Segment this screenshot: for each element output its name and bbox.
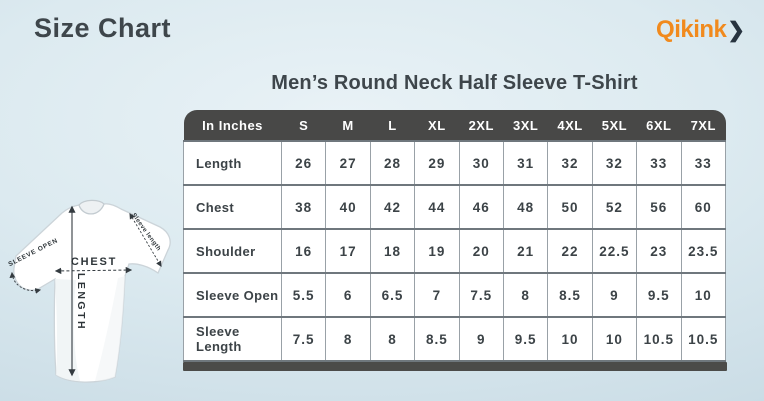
size-header-3xl: 3XL: [503, 110, 548, 141]
table-cell: 28: [369, 140, 416, 186]
chart-title: Men’s Round Neck Half Sleeve T-Shirt: [271, 72, 638, 94]
row-label: Sleeve Open: [183, 272, 282, 318]
table-cell: 22: [547, 228, 593, 274]
table-cell: 16: [280, 228, 327, 274]
table-cell: 60: [680, 184, 727, 230]
tshirt-collar: [78, 199, 105, 215]
table-cell: 27: [325, 140, 371, 186]
table-cell: 10: [680, 272, 727, 318]
size-header-s: S: [281, 110, 326, 141]
table-cell: 9.5: [502, 316, 549, 362]
table-cell: 23: [636, 228, 682, 274]
table-cell: 32: [547, 140, 593, 186]
table-header-row: In Inches S M L XL 2XL 3XL 4XL 5XL 6XL 7…: [183, 110, 726, 141]
table-cell: 32: [591, 140, 638, 186]
tshirt-diagram: LENGTH CHEST SLEEVE OPEN Sleeve length: [2, 180, 188, 399]
size-header-7xl: 7XL: [681, 110, 726, 141]
table-cell: 56: [636, 184, 682, 230]
row-label: Length: [183, 140, 282, 186]
table-cell: 33: [680, 140, 727, 186]
table-cell: 7.5: [458, 272, 504, 318]
table-cell: 33: [636, 140, 682, 186]
size-header-4xl: 4XL: [547, 110, 593, 141]
size-header-l: L: [370, 110, 415, 141]
qikink-logo-text: Qikink: [656, 16, 727, 43]
table-cell: 29: [414, 140, 460, 186]
table-row-sleeve-length: Sleeve Length 7.5 8 8 8.5 9 9.5 10 10 10…: [183, 316, 727, 362]
table-cell: 10: [591, 316, 638, 362]
table-cell: 10.5: [636, 316, 682, 362]
table-cell: 40: [325, 184, 371, 230]
table-cell: 6.5: [369, 272, 416, 318]
table-cell: 6: [325, 272, 371, 318]
page-title: Size Chart: [34, 13, 172, 43]
table-cell: 7.5: [280, 316, 327, 362]
size-header-2xl: 2XL: [459, 110, 504, 141]
tshirt-shade-right: [95, 276, 125, 381]
table-cell: 52: [591, 184, 638, 230]
row-label: Chest: [183, 184, 282, 230]
table-cell: 8: [502, 272, 549, 318]
size-header-5xl: 5XL: [592, 110, 637, 141]
sleeve-length-arrow: [129, 213, 162, 267]
table-cell: 38: [280, 184, 327, 230]
table-cell: 46: [458, 184, 504, 230]
table-cell: 8.5: [414, 316, 460, 362]
sleeve-open-arrow: [9, 271, 42, 294]
table-row-shoulder: Shoulder 16 17 18 19 20 21 22 22.5 23 23…: [183, 228, 727, 274]
length-label: LENGTH: [75, 273, 87, 331]
chest-arrow: [54, 266, 133, 275]
table-cell: 31: [502, 140, 549, 186]
table-cell: 26: [280, 140, 327, 186]
unit-header-cell: In Inches: [183, 110, 282, 141]
chest-label: CHEST: [71, 256, 117, 268]
table-cell: 7: [414, 272, 460, 318]
chevron-right-icon: ❯: [727, 19, 745, 42]
row-label: Shoulder: [183, 228, 282, 274]
table-cell: 44: [414, 184, 460, 230]
table-cell: 9: [458, 316, 504, 362]
table-cell: 18: [369, 228, 416, 274]
table-row-length: Length 26 27 28 29 30 31 32 32 33 33: [183, 140, 727, 186]
table-cell: 10: [547, 316, 593, 362]
table-bottom-bar: [183, 362, 727, 371]
table-cell: 5.5: [280, 272, 327, 318]
table-cell: 30: [458, 140, 504, 186]
table-cell: 20: [458, 228, 504, 274]
table-cell: 21: [502, 228, 549, 274]
size-header-xl: XL: [414, 110, 460, 141]
table-cell: 9.5: [636, 272, 682, 318]
table-cell: 42: [369, 184, 416, 230]
table-cell: 22.5: [591, 228, 638, 274]
size-header-m: M: [325, 110, 371, 141]
table-cell: 50: [547, 184, 593, 230]
size-header-6xl: 6XL: [636, 110, 682, 141]
table-cell: 17: [325, 228, 371, 274]
table-cell: 8: [369, 316, 416, 362]
row-label: Sleeve Length: [183, 316, 282, 362]
table-cell: 8: [325, 316, 371, 362]
table-cell: 9: [591, 272, 638, 318]
table-cell: 23.5: [680, 228, 727, 274]
qikink-logo: Qikink❯: [656, 16, 745, 44]
table-cell: 10.5: [680, 316, 727, 362]
size-table: In Inches S M L XL 2XL 3XL 4XL 5XL 6XL 7…: [183, 110, 727, 362]
table-row-chest: Chest 38 40 42 44 46 48 50 52 56 60: [183, 184, 727, 230]
table-cell: 48: [502, 184, 549, 230]
table-cell: 19: [414, 228, 460, 274]
table-row-sleeve-open: Sleeve Open 5.5 6 6.5 7 7.5 8 8.5 9 9.5 …: [183, 272, 727, 318]
table-cell: 8.5: [547, 272, 593, 318]
